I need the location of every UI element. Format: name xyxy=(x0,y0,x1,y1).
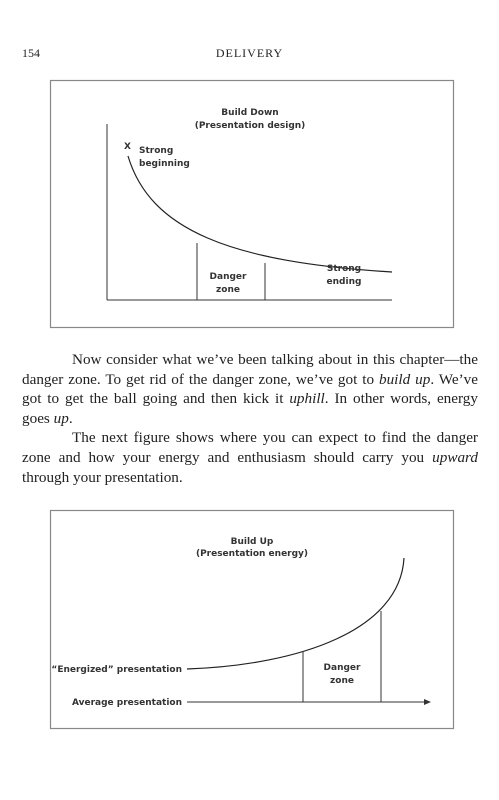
frame xyxy=(49,79,455,329)
text: . In other words, energy goes xyxy=(22,390,478,427)
marker: X xyxy=(124,142,131,152)
text: The next figure shows where you can expe… xyxy=(22,429,478,466)
body-text: Now consider what we’ve been talking abo… xyxy=(22,350,478,487)
figure-subtitle: (Presentation energy) xyxy=(196,549,308,559)
arrowhead xyxy=(424,699,431,705)
label: Strong xyxy=(327,264,361,274)
text: . xyxy=(68,409,73,427)
page-number: 154 xyxy=(22,46,40,60)
emphasis: uphill xyxy=(289,390,325,408)
label: beginning xyxy=(139,159,190,169)
label: Strong xyxy=(139,146,173,156)
label: ending xyxy=(327,277,362,287)
emphasis: build up xyxy=(378,370,431,388)
figure-build-down: Build Down (Presentation design) X Stron… xyxy=(49,79,455,329)
label: Danger xyxy=(210,272,247,282)
text: through your presentation. xyxy=(22,468,183,486)
frame xyxy=(49,509,455,730)
label: Average presentation xyxy=(72,698,182,708)
curve xyxy=(127,155,393,273)
label: Danger xyxy=(324,663,361,673)
figure-build-up: Build Up (Presentation energy) “Energize… xyxy=(49,509,455,730)
paragraph: Now consider what we’ve been talking abo… xyxy=(22,350,478,428)
label: zone xyxy=(216,285,240,295)
text: Now consider what we’ve been talking abo… xyxy=(22,351,478,388)
paragraph: The next figure shows where you can expe… xyxy=(22,428,478,487)
figure-title: Build Up xyxy=(231,537,274,547)
text: . We’ve got to get the ball going and th… xyxy=(22,370,478,408)
curve xyxy=(186,557,405,670)
figure-subtitle: (Presentation design) xyxy=(195,121,306,131)
running-title: DELIVERY xyxy=(215,46,284,60)
label: “Energized” presentation xyxy=(51,665,182,675)
emphasis: upward xyxy=(432,448,478,466)
emphasis: up xyxy=(53,409,69,427)
label: zone xyxy=(330,676,354,686)
figure-title: Build Down xyxy=(221,108,278,118)
